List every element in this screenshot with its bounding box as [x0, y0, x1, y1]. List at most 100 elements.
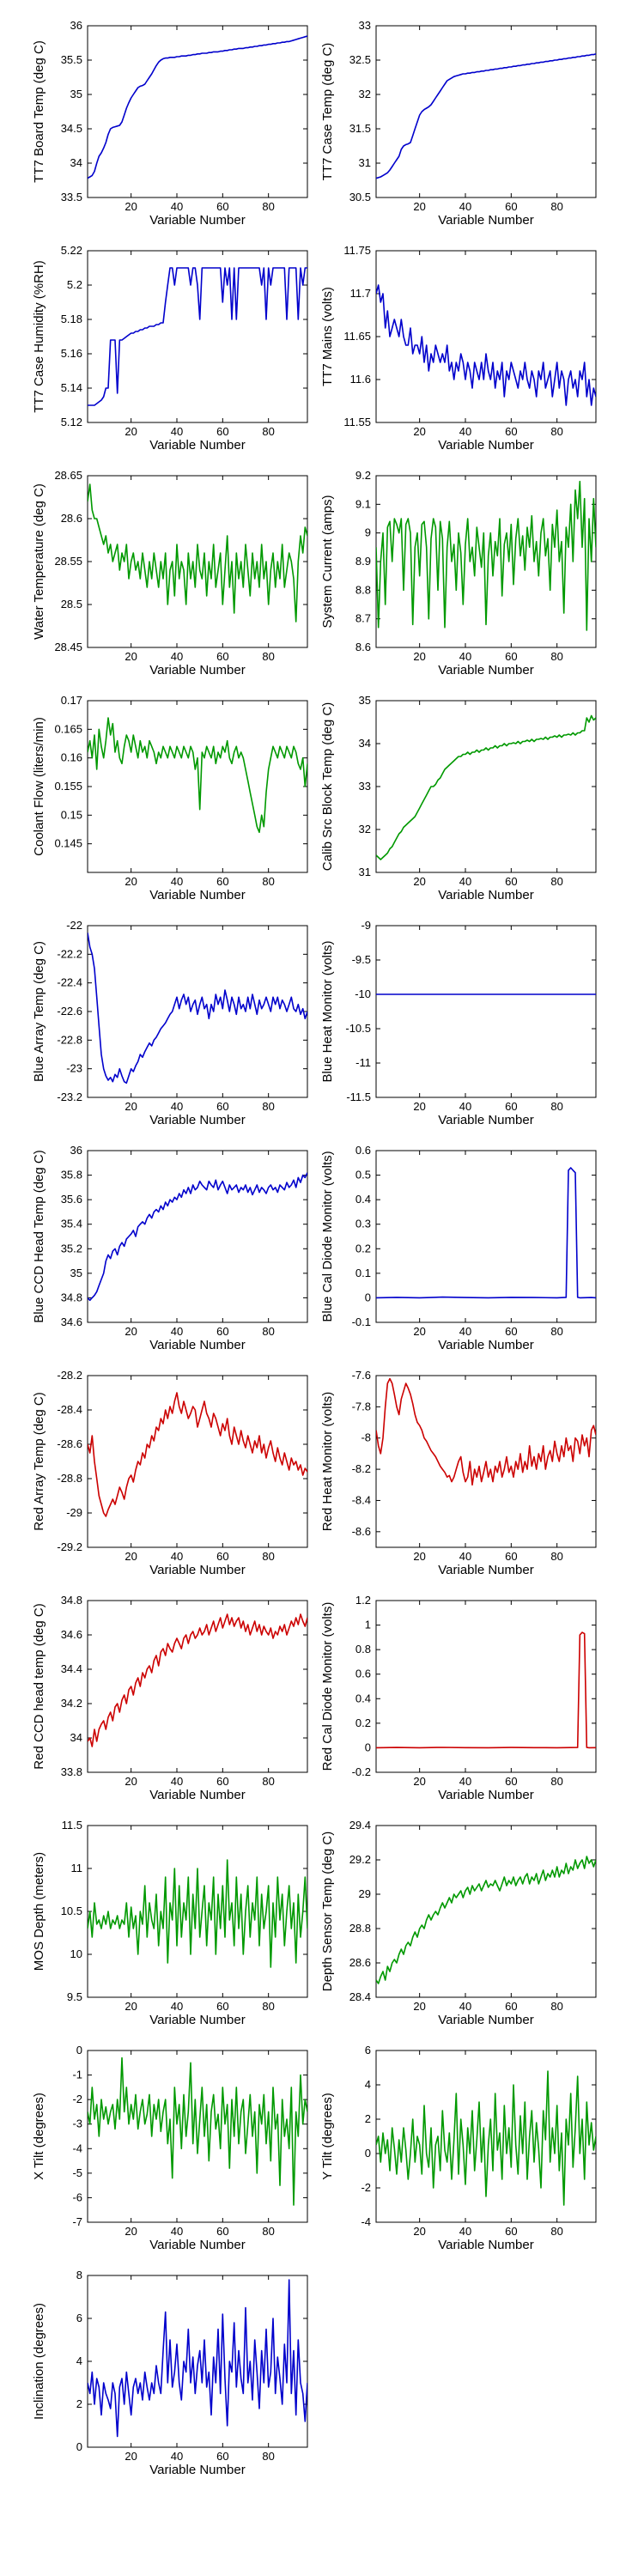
y-tick-label: 0.17	[61, 694, 82, 707]
x-tick-label: 80	[550, 875, 562, 888]
y-tick-label: 0.155	[54, 780, 82, 793]
x-tick-label: 40	[171, 2450, 183, 2463]
x-tick-label: 80	[262, 1100, 274, 1113]
series-line	[376, 284, 596, 406]
y-tick-label: -28.6	[57, 1437, 82, 1450]
x-tick-label: 40	[459, 650, 471, 663]
series-line	[376, 1167, 596, 1299]
y-tick-label: 11.5	[62, 1819, 82, 1832]
y-tick-label: 9.1	[355, 497, 371, 510]
y-tick-label: 34.4	[61, 1662, 82, 1675]
y-tick-label: 0.4	[355, 1193, 371, 1206]
y-tick-label: -10.5	[345, 1022, 371, 1035]
series-line	[88, 717, 307, 834]
x-tick-label: 20	[413, 1550, 425, 1563]
y-tick-label: 30.5	[349, 191, 371, 204]
series-line	[88, 1859, 307, 1968]
x-tick-label: 80	[262, 425, 274, 438]
x-tick-label: 60	[216, 1550, 228, 1563]
x-tick-label: 40	[459, 1550, 471, 1563]
x-tick-label: 20	[125, 1550, 137, 1563]
y-tick-label: 31	[359, 156, 371, 169]
x-tick-label: 40	[459, 425, 471, 438]
chart-panel-20: 20 40 60 80 -4 -2 0 2 4 6 Variable Number Y Tilt (d…	[320, 2044, 597, 2252]
y-tick-label: 5.14	[61, 381, 82, 394]
x-axis-label: Variable Number	[149, 888, 245, 902]
y-tick-label: 6	[365, 2044, 371, 2057]
plot-frame	[87, 250, 308, 423]
series-line	[376, 1631, 596, 1749]
y-tick-label: 0.16	[61, 751, 82, 764]
x-tick-label: 60	[216, 650, 228, 663]
x-tick-label: 40	[171, 200, 183, 213]
chart-panel-7: 20 40 60 80 0.145 0.15 0.155 0.16 0.165 0.17 Varia…	[32, 694, 308, 902]
y-tick-label: 34.8	[61, 1291, 82, 1303]
x-tick-label: 80	[262, 650, 274, 663]
y-tick-label: 35	[70, 1267, 82, 1279]
x-tick-label: 60	[216, 875, 228, 888]
plot-frame	[87, 1375, 308, 1548]
x-tick-label: 40	[171, 2225, 183, 2238]
y-tick-label: 1.2	[355, 1594, 371, 1607]
x-axis-label: Variable Number	[438, 663, 533, 677]
y-tick-label: 28.6	[61, 512, 82, 525]
y-tick-label: -5	[72, 2166, 82, 2179]
x-tick-label: 20	[413, 1100, 425, 1113]
y-tick-label: 28.55	[54, 555, 82, 568]
x-axis-label: Variable Number	[149, 1788, 245, 1802]
y-tick-label: -22	[66, 919, 82, 932]
y-tick-label: -1	[72, 2069, 82, 2081]
y-tick-label: 33.8	[61, 1765, 82, 1778]
x-tick-label: 60	[505, 1325, 517, 1338]
series-line	[376, 714, 596, 860]
y-tick-label: -4	[361, 2215, 371, 2228]
x-axis-label: Variable Number	[438, 1338, 533, 1352]
x-axis-label: Variable Number	[149, 663, 245, 677]
y-tick-label: 35.8	[61, 1169, 82, 1182]
y-tick-label: 28.5	[61, 598, 82, 611]
x-tick-label: 60	[216, 2000, 228, 2013]
chart-panel-17: 20 40 60 80 9.5 10 10.5 11 11.5 Variable Number MO…	[32, 1819, 308, 2027]
x-tick-label: 80	[262, 2000, 274, 2013]
x-tick-label: 80	[550, 1325, 562, 1338]
y-tick-label: 0.6	[355, 1668, 371, 1680]
y-tick-label: 5.18	[61, 313, 82, 325]
y-tick-label: 29	[359, 1887, 371, 1900]
x-tick-label: 80	[262, 200, 274, 213]
y-tick-label: 11	[71, 1862, 83, 1874]
y-tick-label: 0.15	[61, 808, 82, 821]
x-tick-label: 60	[505, 650, 517, 663]
x-tick-label: 20	[413, 200, 425, 213]
x-tick-label: 20	[125, 650, 137, 663]
y-tick-label: 32	[359, 823, 371, 835]
y-tick-label: 0.1	[355, 1267, 371, 1279]
x-tick-label: 80	[550, 1775, 562, 1788]
y-axis-label: Red Array Temp (deg C)	[32, 1392, 46, 1530]
series-line	[88, 2057, 307, 2206]
x-tick-label: 20	[413, 2000, 425, 2013]
x-tick-label: 80	[550, 1550, 562, 1563]
chart-panel-12: 20 40 60 80 -0.1 0 0.1 0.2 0.3 0.4 0.5 0.6 Variable …	[320, 1144, 597, 1352]
y-axis-label: Red CCD head temp (deg C)	[32, 1603, 46, 1769]
y-axis-label: Blue Heat Monitor (volts)	[320, 940, 335, 1082]
x-tick-label: 40	[171, 1550, 183, 1563]
x-axis-label: Variable Number	[149, 2013, 245, 2027]
y-tick-label: -7.6	[352, 1369, 371, 1382]
y-tick-label: -23	[66, 1062, 82, 1075]
plot-frame	[375, 925, 597, 1098]
y-tick-label: -10	[355, 987, 371, 1000]
y-tick-label: 34.8	[61, 1594, 82, 1607]
y-axis-label: Blue CCD Head Temp (deg C)	[32, 1150, 46, 1322]
y-tick-label: -23.2	[57, 1091, 82, 1103]
y-tick-label: 35.6	[61, 1193, 82, 1206]
x-tick-label: 20	[125, 1100, 137, 1113]
y-axis-label: TT7 Case Humidity (%RH)	[32, 260, 46, 413]
y-tick-label: 28.65	[54, 469, 82, 482]
y-tick-label: -8.4	[352, 1493, 371, 1506]
y-tick-label: 9.2	[355, 469, 371, 482]
y-axis-label: Y Tilt (degrees)	[320, 2093, 335, 2179]
y-tick-label: 0.145	[54, 837, 82, 850]
x-tick-label: 40	[459, 1325, 471, 1338]
y-tick-label: 34.5	[61, 122, 82, 135]
x-tick-label: 80	[262, 2225, 274, 2238]
